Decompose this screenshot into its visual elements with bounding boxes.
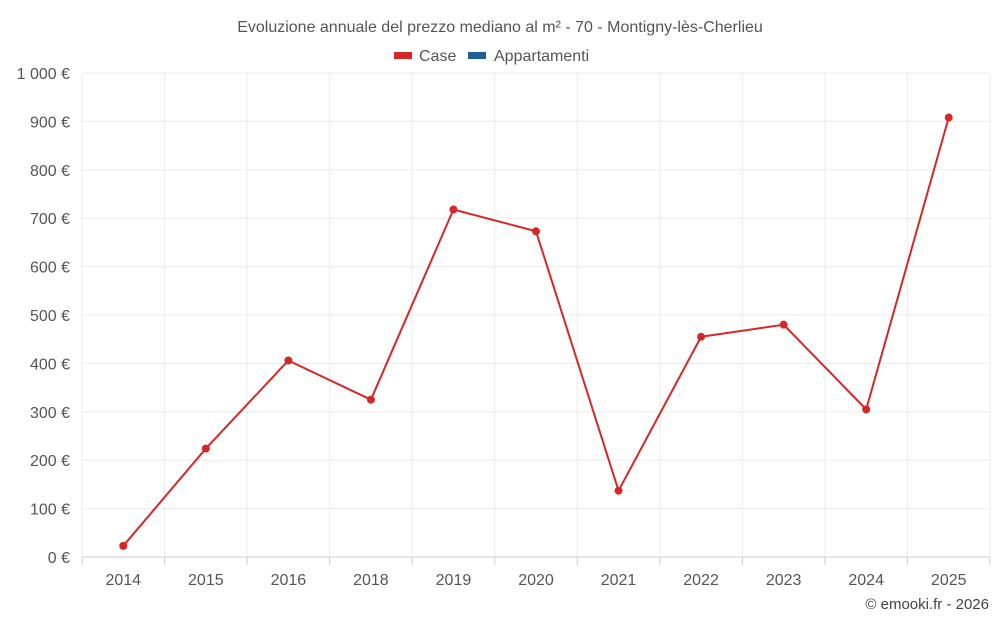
legend-label-appartamenti: Appartamenti xyxy=(494,48,589,65)
y-tick-label: 500 € xyxy=(30,308,70,325)
y-tick-label: 600 € xyxy=(30,260,70,277)
grid xyxy=(81,72,991,558)
x-tick-label: 2016 xyxy=(271,572,307,589)
data-point-case-2020[interactable] xyxy=(532,227,540,236)
y-tick-label: 100 € xyxy=(30,502,70,519)
data-point-case-2016[interactable] xyxy=(284,356,293,365)
y-tick-label: 400 € xyxy=(30,356,70,373)
data-points xyxy=(119,113,953,550)
axes: 0 € 100 € 200 € 300 € 400 € 500 € 600 € 700 € 80… xyxy=(17,66,991,589)
y-tick-label: 700 € xyxy=(30,211,70,228)
x-tick-label: 2015 xyxy=(188,572,224,589)
data-point-case-2021[interactable] xyxy=(614,486,623,495)
y-tick-label: 900 € xyxy=(30,114,70,131)
x-tick-label: 2021 xyxy=(601,572,637,589)
x-tick-label: 2022 xyxy=(683,572,719,589)
data-point-case-2023[interactable] xyxy=(779,320,788,329)
legend-item-case[interactable]: Case xyxy=(394,48,456,65)
legend-swatch-case xyxy=(394,52,412,59)
x-tick-label: 2019 xyxy=(436,572,472,589)
y-tick-label: 200 € xyxy=(30,453,70,470)
data-point-case-2025[interactable] xyxy=(944,113,953,122)
data-point-case-2022[interactable] xyxy=(697,332,706,341)
x-tick-label: 2018 xyxy=(353,572,389,589)
data-point-case-2019[interactable] xyxy=(449,205,458,214)
y-tick-label: 1 000 € xyxy=(17,66,70,83)
y-tick-label: 0 € xyxy=(48,550,70,567)
y-tick-label: 800 € xyxy=(30,163,70,180)
x-tick-label: 2023 xyxy=(766,572,802,589)
legend-swatch-appartamenti xyxy=(468,52,486,59)
data-point-case-2015[interactable] xyxy=(201,444,210,453)
legend: Case Appartamenti xyxy=(394,48,589,65)
legend-label-case: Case xyxy=(419,48,456,65)
x-tick-label: 2014 xyxy=(105,572,141,589)
legend-item-appartamenti[interactable]: Appartamenti xyxy=(468,48,589,65)
data-point-case-2014[interactable] xyxy=(119,541,128,550)
chart-title: Evoluzione annuale del prezzo mediano al… xyxy=(237,19,763,36)
x-tick-label: 2025 xyxy=(931,572,967,589)
y-tick-label: 300 € xyxy=(30,405,70,422)
data-point-case-2024[interactable] xyxy=(862,405,871,414)
x-tick-label: 2024 xyxy=(848,572,884,589)
data-point-case-2018[interactable] xyxy=(366,395,375,404)
x-tick-label: 2020 xyxy=(518,572,554,589)
credit-text: © emooki.fr - 2026 xyxy=(865,596,989,613)
